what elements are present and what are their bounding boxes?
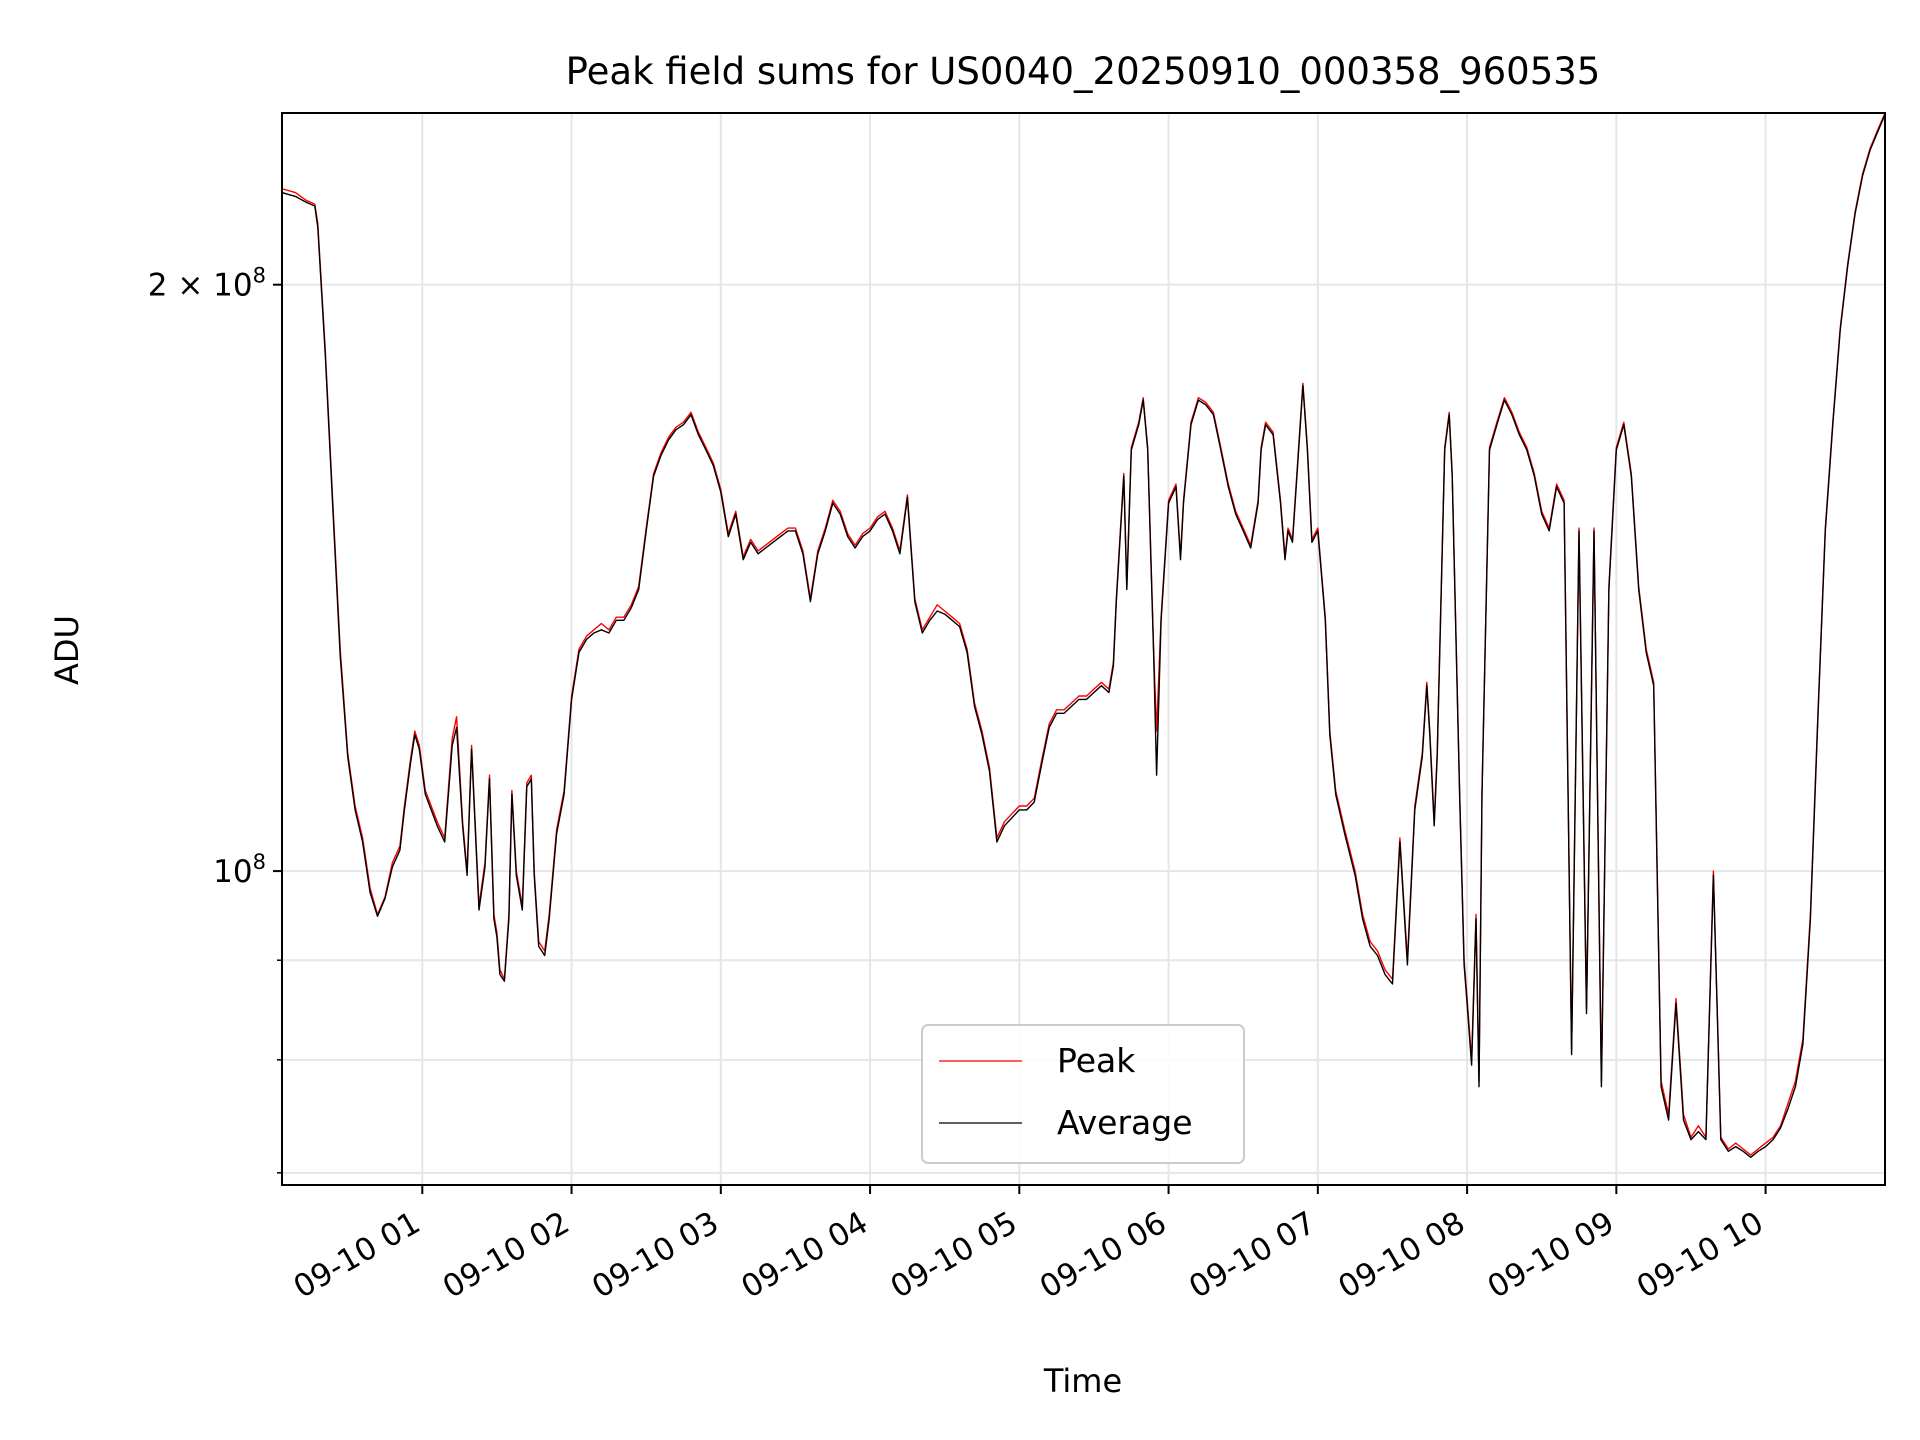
series-layer: [282, 113, 1885, 1158]
x-axis-label: Time: [1043, 1362, 1122, 1400]
y-axis-label: ADU: [48, 615, 86, 685]
series-line-average: [282, 114, 1885, 1158]
y-tick-label: 108: [213, 850, 266, 890]
y-tick-label-base: 10: [213, 854, 252, 890]
legend-label-average: Average: [1057, 1103, 1193, 1142]
legend-frame: [921, 1024, 1245, 1164]
chart-title: Peak field sums for US0040_20250910_0003…: [566, 50, 1601, 93]
y-tick-label-exponent: 8: [253, 264, 266, 288]
legend: Peak Average: [921, 1024, 1245, 1164]
y-tick-label: 2 × 108: [148, 264, 266, 304]
legend-label-peak: Peak: [1057, 1041, 1136, 1080]
plot-frame: [281, 112, 1886, 1186]
y-tick-label-exponent: 8: [253, 850, 266, 874]
grid: [282, 113, 1885, 1185]
y-tick-label-base: 2 × 10: [148, 268, 253, 304]
